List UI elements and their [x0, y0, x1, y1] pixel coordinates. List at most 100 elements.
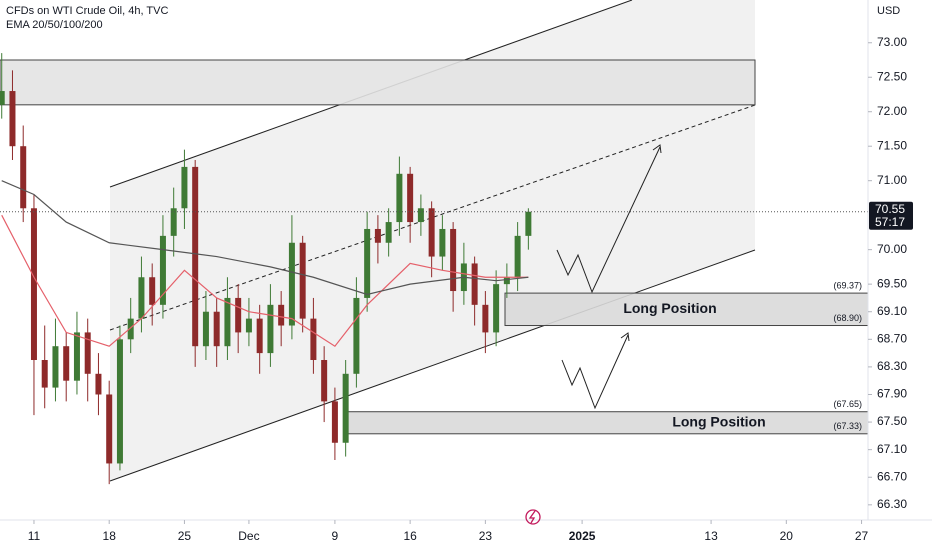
- candle-body: [331, 401, 338, 443]
- candle-body: [374, 228, 381, 243]
- candle-body: [471, 263, 478, 305]
- candle-body: [235, 297, 242, 333]
- candle-body: [159, 235, 166, 305]
- zone-title: Long Position: [672, 413, 765, 429]
- candle-body: [482, 304, 489, 333]
- candle-body: [503, 277, 510, 285]
- candle-body: [213, 311, 220, 347]
- candle-body: [514, 235, 521, 278]
- countdown: 57:17: [875, 215, 905, 229]
- candle-body: [73, 332, 80, 381]
- y-tick-label: 70.00: [877, 242, 907, 256]
- zone-title: Long Position: [623, 300, 716, 316]
- x-tick-label: 18: [103, 529, 117, 543]
- candle-body: [396, 173, 403, 223]
- zone: [0, 59, 756, 106]
- channel-lower: [109, 249, 756, 482]
- zone: [344, 411, 869, 435]
- candle-body: [439, 228, 446, 257]
- ema-line: [1, 214, 529, 348]
- candle-body: [450, 228, 457, 292]
- y-tick-label: 67.10: [877, 442, 907, 456]
- candle-body: [493, 284, 500, 333]
- chart-title: CFDs on WTI Crude Oil, 4h, TVC: [6, 5, 168, 17]
- candle-body: [20, 146, 27, 209]
- projection-arrow: [561, 334, 629, 410]
- y-tick-label: 72.50: [877, 69, 907, 83]
- x-tick-label: 20: [780, 529, 794, 543]
- x-tick-label: 25: [178, 529, 192, 543]
- y-tick-label: 72.00: [877, 104, 907, 118]
- indicator-label: EMA 20/50/100/200: [6, 19, 103, 31]
- zone-top-label: (69.37): [833, 280, 862, 290]
- y-tick-label: 69.50: [877, 276, 907, 290]
- candle-body: [407, 173, 414, 223]
- candle-body: [417, 208, 424, 223]
- candle-body: [525, 211, 532, 236]
- x-tick-label: Dec: [238, 529, 259, 543]
- candle-body: [127, 318, 134, 340]
- candle-body: [256, 318, 263, 354]
- last-price-box: [869, 201, 913, 230]
- y-tick-label: 71.00: [877, 173, 907, 187]
- zone-top-label: (67.65): [833, 399, 862, 409]
- candle-body: [192, 166, 199, 347]
- candle-body: [364, 228, 371, 298]
- x-tick-label: 16: [403, 529, 417, 543]
- y-tick-label: 67.90: [877, 387, 907, 401]
- x-tick-label: 11: [28, 529, 41, 543]
- candle-body: [245, 318, 252, 333]
- candle-body: [30, 208, 37, 360]
- x-tick-label: 23: [479, 529, 493, 543]
- candle-body: [149, 277, 156, 305]
- candle-body: [342, 373, 349, 443]
- candle-body: [95, 373, 102, 395]
- channel-mid: [109, 104, 756, 331]
- candle-body: [267, 304, 274, 354]
- ema-line: [1, 180, 529, 296]
- arrow-head: [620, 332, 630, 342]
- x-tick-label: 27: [855, 529, 869, 543]
- logo: [525, 509, 541, 525]
- candle-body: [428, 208, 435, 257]
- y-tick-label: 73.00: [877, 35, 907, 49]
- candle-body: [0, 91, 5, 105]
- x-tick-label: 9: [332, 529, 339, 543]
- y-tick-label: 68.30: [877, 359, 907, 373]
- candle-body: [9, 91, 16, 147]
- plot: [0, 53, 868, 485]
- candle-body: [385, 222, 392, 243]
- axes: 73.00 72.50 72.00 71.50 71.00 70.00 69.50 69.10…: [28, 35, 913, 543]
- zone: [504, 292, 869, 327]
- zone-bottom-label: (67.33): [833, 421, 862, 431]
- candle-body: [353, 297, 360, 374]
- candle-body: [288, 242, 295, 326]
- y-tick-label: 68.70: [877, 331, 907, 345]
- x-tick-label: 2025: [569, 529, 596, 543]
- y-tick-label: 66.70: [877, 469, 907, 483]
- projection-arrow: [556, 146, 661, 294]
- candle-body: [138, 277, 145, 319]
- zones: Long Position (69.37) (68.90) Long Position…: [0, 59, 869, 435]
- candle-body: [278, 304, 285, 326]
- currency: USD: [877, 5, 900, 17]
- y-tick-label: 69.10: [877, 304, 907, 318]
- candle-body: [41, 360, 48, 388]
- last-price-label: 70.55: [875, 202, 905, 216]
- arrow-head: [652, 144, 662, 154]
- candle-body: [321, 360, 328, 402]
- y-tick-label: 67.50: [877, 414, 907, 428]
- zone-bottom-label: (68.90): [833, 313, 862, 323]
- candle-body: [52, 346, 59, 388]
- candle-body: [106, 394, 113, 464]
- y-tick-label: 66.30: [877, 497, 907, 511]
- candle-body: [170, 208, 177, 236]
- candle-body: [116, 339, 123, 464]
- candle-body: [181, 166, 188, 209]
- candle-body: [63, 346, 70, 381]
- candle-body: [84, 332, 91, 374]
- candle-body: [299, 242, 306, 319]
- y-tick-label: 71.50: [877, 138, 907, 152]
